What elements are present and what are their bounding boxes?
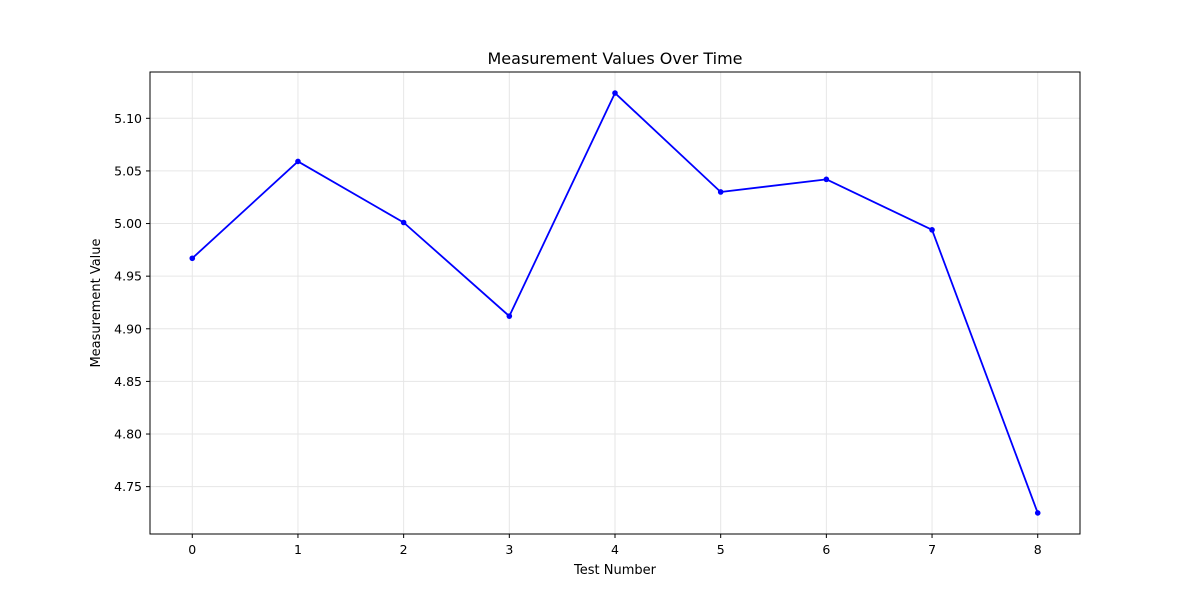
x-tick-label: 4: [611, 542, 619, 557]
y-tick-label: 4.90: [114, 321, 142, 336]
x-tick-label: 5: [717, 542, 725, 557]
chart-title: Measurement Values Over Time: [487, 49, 742, 68]
x-axis-ticks: 0 1 2 3 4 5 6 7 8: [188, 534, 1042, 557]
data-point: [929, 227, 935, 233]
data-point: [295, 158, 301, 165]
x-tick-label: 6: [822, 542, 830, 557]
y-tick-label: 5.00: [114, 216, 142, 231]
y-tick-label: 4.75: [114, 479, 142, 494]
x-tick-label: 0: [188, 542, 196, 557]
y-axis-label: Measurement Value: [89, 238, 104, 367]
data-point: [717, 189, 724, 195]
y-tick-label: 5.10: [114, 111, 142, 126]
data-point: [506, 313, 513, 319]
y-tick-label: 5.05: [114, 163, 142, 178]
data-point: [189, 255, 196, 262]
x-tick-label: 1: [294, 542, 302, 557]
data-point: [400, 219, 407, 226]
grid: [150, 72, 1080, 534]
data-point: [1034, 510, 1041, 516]
x-tick-label: 2: [400, 542, 408, 557]
x-tick-label: 7: [928, 542, 936, 557]
x-axis-label: Test Number: [573, 563, 657, 578]
data-point: [612, 90, 618, 96]
x-tick-label: 3: [505, 542, 513, 557]
x-tick-label: 8: [1034, 542, 1042, 557]
series: [189, 90, 1041, 516]
y-tick-label: 4.85: [114, 374, 142, 389]
y-axis-ticks: 4.75 4.80 4.85 4.90 4.95 5.00 5.05 5.10: [114, 111, 150, 494]
y-tick-label: 4.80: [114, 427, 142, 442]
y-tick-label: 4.95: [114, 269, 142, 284]
data-point: [823, 176, 830, 183]
